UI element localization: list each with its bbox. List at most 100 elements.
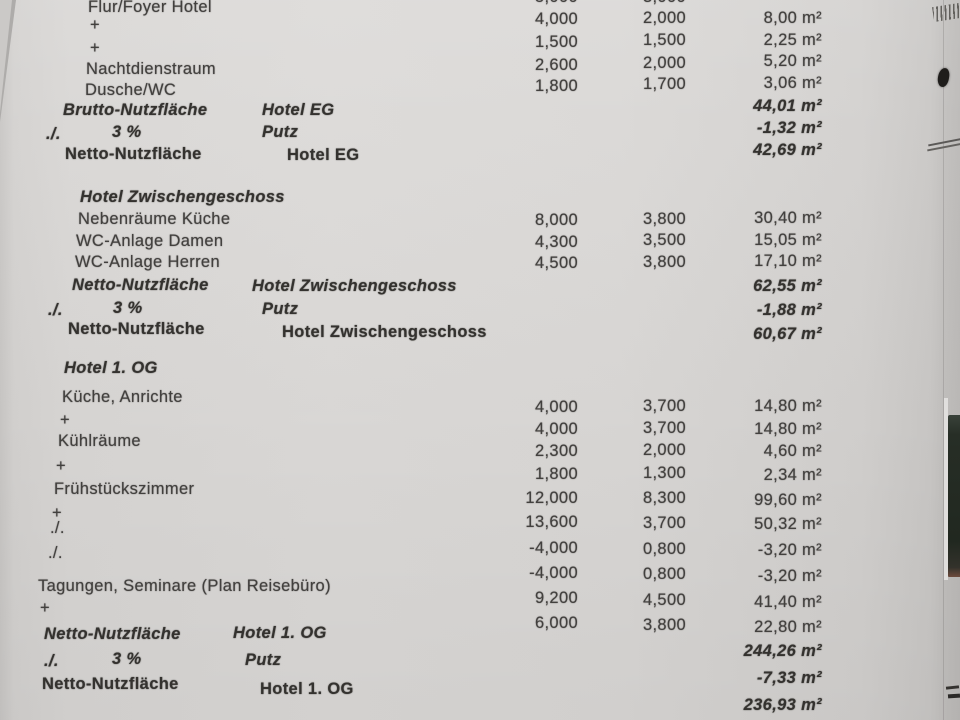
section-ref-label: Hotel 1. OG [260,680,354,698]
area-value: 2,34 m² [763,466,822,484]
section-ref-label: Hotel Zwischengeschoss [252,277,457,295]
dim-width: 3,000 [643,0,686,6]
netto-total-label: Netto-Nutzfläche [65,145,202,163]
bottom-right-mark [945,685,960,690]
dim-length: 13,600 [525,513,578,531]
plus-sign: + [56,457,66,475]
dim-length: -4,000 [529,564,578,582]
area-total-value: 236,93 m² [743,696,822,714]
dim-length: 4,000 [534,10,578,28]
dark-table-edge [948,415,960,577]
dim-width: 1,500 [642,31,686,49]
area-deduction-value: -1,88 m² [756,301,822,319]
room-label: Kühlräume [58,432,141,450]
area-value: 41,40 m² [754,593,822,611]
dim-width: 2,000 [642,54,686,72]
netto-total-label: Netto-Nutzfläche [42,675,179,693]
area-total-value: 44,01 m² [753,97,822,115]
deduction-sign: ./. [44,652,59,670]
paper-edge-line [943,0,944,720]
area-deduction-value: -1,32 m² [756,119,822,137]
dim-length: 2,600 [534,56,578,74]
dim-length: 5,000 [535,0,578,6]
dim-length: 1,500 [534,33,578,51]
putz-label: Putz [245,651,282,669]
area-value: 8,00 m² [763,9,822,27]
plus-sign: + [60,411,70,429]
dim-length: 4,000 [534,398,578,416]
dim-length: 12,000 [525,489,578,507]
area-value: 30,40 m² [754,209,822,227]
dim-width: 4,500 [642,591,686,609]
area-value: 15,05 m² [754,231,822,249]
area-value: -3,20 m² [757,541,822,559]
dim-width: 3,800 [642,616,686,634]
dim-width: 3,500 [642,231,686,249]
area-total-value: 60,67 m² [753,325,822,343]
dim-width: 3,800 [642,210,686,228]
dim-width: 3,800 [642,253,686,271]
pen-scribble-mark [931,2,960,23]
section-ref-label: Hotel EG [287,146,360,164]
dim-length: 9,200 [534,589,578,607]
dim-length: -4,000 [529,539,578,557]
netto-total-label: Netto-Nutzfläche [44,625,181,643]
putz-label: Putz [262,300,299,318]
dim-length: 6,000 [534,614,578,632]
dim-width: 2,000 [642,441,686,459]
section-header: Hotel Zwischengeschoss [80,188,285,206]
deduction-sign: ./. [50,519,65,537]
dim-length: 1,800 [534,465,578,483]
area-value: 17,10 m² [754,252,822,270]
room-label: WC-Anlage Herren [75,253,220,271]
putz-label: Putz [262,123,299,141]
dim-width: 0,800 [642,565,686,583]
area-value: 99,60 m² [754,491,822,509]
dim-width: 2,000 [642,9,686,27]
dim-length: 4,000 [534,420,578,438]
section-ref-label: Hotel 1. OG [233,624,327,642]
section-ref-label: Hotel Zwischengeschoss [282,323,487,341]
dim-length: 1,800 [534,77,578,95]
area-total-value: 62,55 m² [753,277,822,295]
area-value: 3,06 m² [763,74,822,92]
dim-width: 0,800 [642,540,686,558]
area-value: 22,80 m² [754,618,822,636]
room-label: Tagungen, Seminare (Plan Reisebüro) [38,577,331,595]
dim-width: 3,700 [642,514,686,532]
plus-sign: + [90,16,100,34]
room-label: Küche, Anrichte [62,388,183,406]
dim-length: 4,300 [534,233,578,251]
area-value: 50,32 m² [754,515,822,533]
dim-width: 1,300 [642,464,686,482]
dim-width: 1,700 [642,75,686,93]
dim-length: 2,300 [534,442,578,460]
room-label: Flur/Foyer Hotel [88,0,212,16]
deduction-percent: 3 % [112,650,142,668]
deduction-sign: ./. [48,544,63,562]
dim-length: 4,500 [534,254,578,272]
section-ref-label: Hotel EG [262,101,335,119]
room-label: Frühstückszimmer [54,480,195,498]
deduction-sign: ./. [48,301,63,319]
ink-blob-mark [936,67,951,88]
room-label: Nebenräume Küche [78,210,231,228]
area-value: 2,25 m² [763,31,822,49]
netto-total-label: Netto-Nutzfläche [68,320,205,338]
brutto-total-label: Brutto-Nutzfläche [63,101,208,119]
deduction-percent: 3 % [112,123,142,141]
area-value: 14,80 m² [754,420,822,438]
dim-length: 8,000 [534,211,578,229]
dim-width: 3,700 [642,419,686,437]
area-value: 5,20 m² [763,52,822,70]
room-label: Dusche/WC [85,81,177,99]
dim-width: 3,700 [642,397,686,415]
deduction-percent: 3 % [113,299,143,317]
area-total-value: 42,69 m² [753,141,822,159]
dim-width: 8,300 [642,489,686,507]
paper-corner-surface [0,0,12,112]
deduction-sign: ./. [46,125,61,143]
area-value: -3,20 m² [757,567,822,585]
plus-sign: + [90,39,100,57]
paper-edge-highlight [944,398,948,580]
